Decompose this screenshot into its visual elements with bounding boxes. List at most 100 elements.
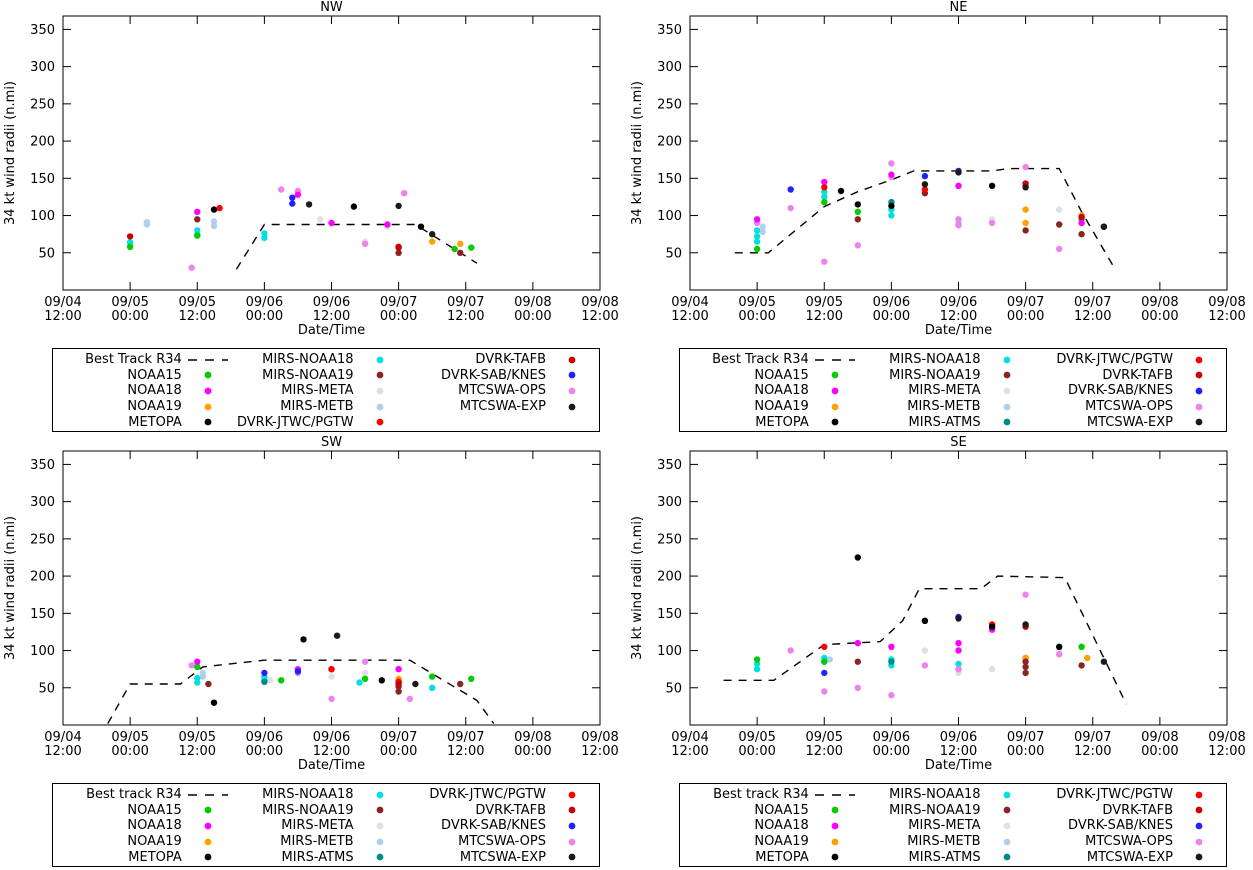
data-point [194,232,201,239]
x-tick-time: 12:00 [671,744,708,759]
data-point [1056,245,1063,253]
legend-label: MIRS-METB [280,399,354,415]
x-tick-time: 12:00 [44,744,81,759]
legend-column: Best track R34 NOAA15 NOAA18 NOAA19 METOPA [684,787,856,865]
x-tick-time: 12:00 [1074,744,1111,759]
legend-label: MIRS-NOAA19 [889,802,981,818]
data-point [821,658,828,665]
x-tick-time: 00:00 [246,309,283,324]
data-point [821,688,828,695]
y-tick-label: 100 [30,644,55,659]
x-tick-date: 09/07 [1074,295,1111,310]
x-tick-date: 09/05 [738,295,775,310]
dot-sample [1178,402,1220,412]
dot-sample [1178,370,1220,380]
dot-sample [359,402,401,412]
legend-label: DVRK-SAB/KNES [441,818,546,834]
data-point [194,658,201,665]
legend-column: Best Track R34 NOAA15 NOAA18 NOAA19 METOPA [57,352,229,430]
x-axis-label: Date/Time [925,323,992,338]
data-point [753,656,761,663]
legend-item: DVRK-JTWC/PGTW [1028,352,1220,368]
data-point [417,223,425,230]
legend-item: MTCSWA-EXP [401,399,593,415]
data-point [955,666,962,673]
legend-column: Best track R34 NOAA15 NOAA18 NOAA19 METOPA [57,787,229,865]
data-point [759,223,766,230]
x-tick-date: 09/05 [179,730,216,745]
x-tick-date: 09/06 [246,295,283,310]
data-point [126,239,134,246]
legend-label: MTCSWA-EXP [1086,414,1173,430]
data-point [384,221,391,228]
data-point [1022,663,1029,671]
y-tick-label: 300 [30,495,55,510]
x-tick-time: 12:00 [313,744,350,759]
legend-label: MTCSWA-EXP [459,399,546,415]
data-point [787,204,794,212]
y-tick-label: 200 [657,135,682,150]
data-point [468,675,475,682]
data-point [361,658,369,665]
best-track-line [734,167,1116,270]
legend-item: MTCSWA-OPS [1028,834,1220,850]
legend-label: NOAA18 [754,818,809,834]
legend-item: MIRS-METB [229,834,401,850]
data-point [199,673,206,680]
x-tick-date: 09/05 [806,730,843,745]
x-tick-date: 09/04 [671,730,708,745]
data-point [854,201,861,208]
data-point [143,219,151,226]
x-tick-time: 12:00 [44,309,81,324]
data-point [395,688,402,695]
legend-label: MIRS-NOAA18 [262,787,354,803]
data-point [955,615,962,622]
x-tick-time: 00:00 [380,744,417,759]
legend-label: MIRS-NOAA18 [262,352,354,368]
data-point [955,182,962,189]
legend-item: NOAA15 [684,803,856,819]
dot-sample [1178,837,1220,847]
y-tick-label: 300 [657,495,682,510]
dot-sample [551,370,593,380]
legend-label: NOAA15 [754,802,809,818]
data-point [210,206,218,213]
x-tick-date: 09/08 [514,730,551,745]
dot-sample [187,837,229,847]
data-point [921,617,929,624]
legend-sw: Best track R34 NOAA15 NOAA18 NOAA19 METOPA MI… [52,783,600,867]
chart-ne: 5010015020025030035009/0412:0009/0500:00… [630,0,1246,338]
legend-item: MTCSWA-EXP [401,849,593,865]
data-point [921,186,929,193]
data-point [1022,621,1029,628]
legend-label: DVRK-TAFB [475,352,546,368]
data-point [888,171,895,178]
data-point [821,258,828,265]
x-tick-time: 00:00 [111,309,148,324]
legend-item: MIRS-METB [856,834,1028,850]
x-tick-date: 09/08 [1208,295,1245,310]
legend-label: MIRS-METB [907,834,981,850]
data-point [395,202,402,210]
x-tick-time: 12:00 [671,309,708,324]
legend-item: DVRK-SAB/KNES [1028,383,1220,399]
data-point [210,222,218,230]
legend-item: NOAA19 [57,834,229,850]
dot-sample [1178,417,1220,427]
dot-sample [986,790,1028,800]
legend-label: MTCSWA-OPS [458,834,546,850]
x-tick-time: 00:00 [514,309,551,324]
x-tick-date: 09/05 [738,730,775,745]
x-tick-date: 09/04 [671,295,708,310]
dot-sample [359,790,401,800]
data-point [333,632,341,639]
data-point [216,204,223,212]
data-point [194,663,201,671]
x-tick-time: 00:00 [1007,309,1044,324]
dot-sample [1178,852,1220,862]
data-point [821,193,828,201]
legend-item: DVRK-TAFB [401,803,593,819]
x-tick-date: 09/07 [1074,730,1111,745]
legend-item: DVRK-TAFB [1028,368,1220,384]
data-point [753,233,761,240]
